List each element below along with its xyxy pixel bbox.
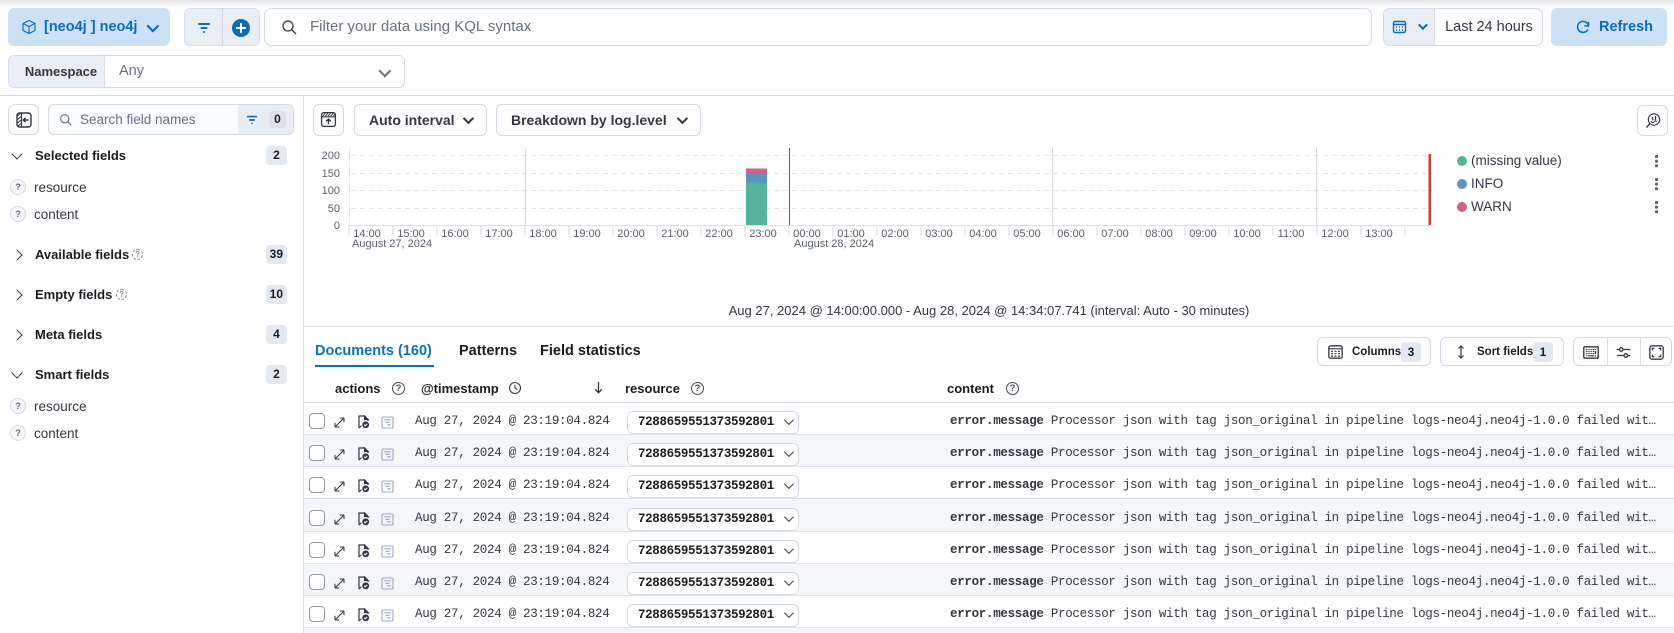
svg-text:14:00: 14:00	[353, 228, 381, 240]
svg-text:02:00: 02:00	[881, 228, 909, 240]
svg-text:13:00: 13:00	[1365, 228, 1393, 240]
svg-text:06:00: 06:00	[1057, 228, 1085, 240]
svg-text:19:00: 19:00	[573, 228, 601, 240]
svg-text:200: 200	[322, 150, 340, 162]
svg-text:August 27, 2024: August 27, 2024	[352, 238, 432, 250]
svg-text:09:00: 09:00	[1189, 228, 1217, 240]
svg-text:50: 50	[328, 203, 340, 215]
svg-text:150: 150	[322, 168, 340, 180]
svg-text:04:00: 04:00	[969, 228, 997, 240]
svg-text:17:00: 17:00	[485, 228, 513, 240]
svg-text:18:00: 18:00	[529, 228, 557, 240]
svg-text:15:00: 15:00	[397, 228, 425, 240]
svg-text:20:00: 20:00	[617, 228, 645, 240]
svg-text:12:00: 12:00	[1321, 228, 1349, 240]
svg-text:23:00: 23:00	[749, 228, 777, 240]
svg-text:10:00: 10:00	[1233, 228, 1261, 240]
svg-text:03:00: 03:00	[925, 228, 953, 240]
svg-text:16:00: 16:00	[441, 228, 469, 240]
svg-text:22:00: 22:00	[705, 228, 733, 240]
svg-text:01:00: 01:00	[837, 228, 865, 240]
svg-text:07:00: 07:00	[1101, 228, 1129, 240]
svg-text:August 28, 2024: August 28, 2024	[794, 238, 874, 250]
svg-text:08:00: 08:00	[1145, 228, 1173, 240]
svg-text:05:00: 05:00	[1013, 228, 1041, 240]
svg-text:0: 0	[334, 220, 340, 232]
svg-text:11:00: 11:00	[1278, 228, 1305, 240]
svg-text:21:00: 21:00	[661, 228, 689, 240]
svg-text:100: 100	[322, 185, 340, 197]
svg-text:00:00: 00:00	[793, 228, 821, 240]
